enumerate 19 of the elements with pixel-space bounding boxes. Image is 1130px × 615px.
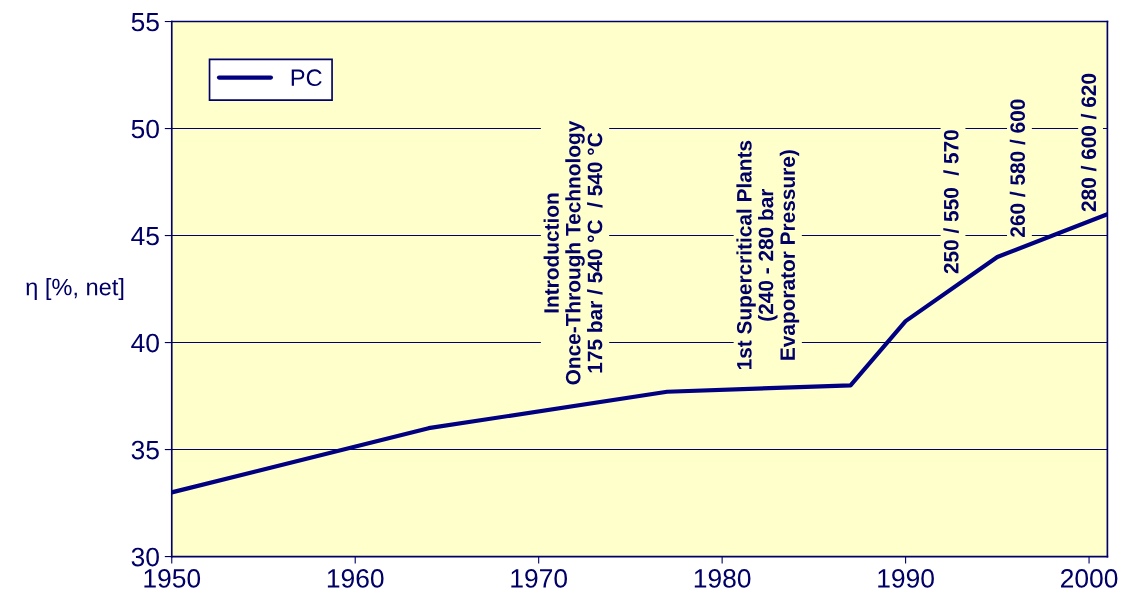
y-axis-title: η [%, net] [26,278,124,301]
x-tick-label: 1950 [144,569,201,588]
annotation: Introduction Once-Through Technology 175 bar / 540 °C / 540 °C [543,120,603,385]
y-tick-label: 50 [131,119,159,139]
x-tick-label: 1970 [511,569,567,588]
y-tick-label: 35 [131,440,159,460]
x-tick-label: 2000 [1061,569,1118,588]
x-tick-label: 1990 [878,569,934,588]
annotation: 1st Supercritical Plants (240 - 280 bar Evaporator Pressure) [736,140,800,370]
y-tick-label: 45 [131,226,159,246]
x-tick-label: 1960 [327,569,384,588]
annotation: 280 / 600 / 620 [1080,73,1097,212]
annotation: 250 / 550 / 570 [943,130,959,274]
x-tick-label: 1980 [694,569,751,588]
legend-label: PC [291,69,322,87]
y-tick-label: 55 [131,12,159,32]
y-tick-label: 30 [131,547,159,567]
y-tick-label: 40 [131,333,159,353]
annotation: 260 / 580 / 600 [1009,99,1026,237]
